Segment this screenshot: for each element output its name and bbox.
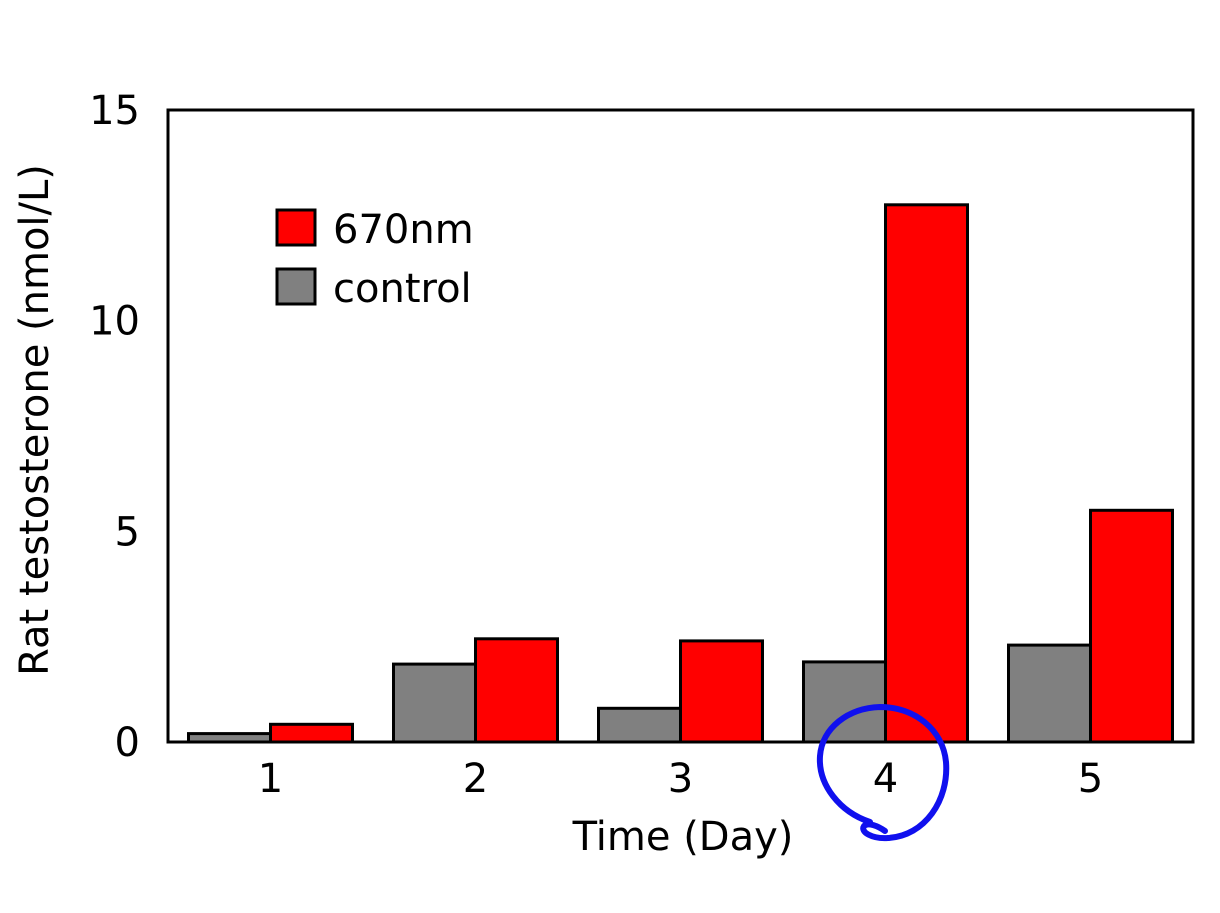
y-tick-label: 10 bbox=[89, 299, 140, 345]
y-tick-label: 15 bbox=[89, 88, 140, 134]
x-ticks-group: 1 2 3 4 5 bbox=[258, 756, 1103, 802]
legend-swatch-670nm bbox=[275, 208, 317, 247]
bar-670nm-day-3 bbox=[679, 639, 764, 744]
y-ticks-group: 0 5 10 15 bbox=[89, 88, 140, 766]
y-tick-label: 0 bbox=[115, 720, 140, 766]
legend-label-670nm: 670nm bbox=[333, 207, 474, 253]
legend: 670nm control bbox=[275, 207, 474, 312]
legend-label-control: control bbox=[333, 266, 472, 312]
x-tick-label: 3 bbox=[668, 756, 693, 802]
y-axis-label: Rat testosterone (nmol/L) bbox=[12, 164, 58, 676]
bar-control-day-5 bbox=[1007, 643, 1092, 744]
bar-670nm-day-1 bbox=[269, 722, 354, 744]
x-axis-label: Time (Day) bbox=[572, 814, 794, 860]
x-tick-label: 1 bbox=[258, 756, 283, 802]
y-tick-label: 5 bbox=[115, 509, 140, 555]
x-tick-label: 4 bbox=[873, 756, 898, 802]
bar-control-day-2 bbox=[392, 662, 477, 744]
bar-670nm-day-5 bbox=[1089, 508, 1174, 744]
bar-670nm-day-4 bbox=[884, 203, 969, 744]
bars-group bbox=[187, 203, 1174, 744]
legend-swatch-control bbox=[275, 267, 317, 306]
bar-control-day-4 bbox=[802, 660, 887, 744]
x-tick-label: 5 bbox=[1078, 756, 1103, 802]
bar-control-day-3 bbox=[597, 706, 682, 744]
bar-670nm-day-2 bbox=[474, 637, 559, 744]
x-tick-label: 2 bbox=[463, 756, 488, 802]
plot-frame bbox=[166, 108, 1195, 744]
hand-drawn-circle-annotation bbox=[816, 704, 950, 842]
